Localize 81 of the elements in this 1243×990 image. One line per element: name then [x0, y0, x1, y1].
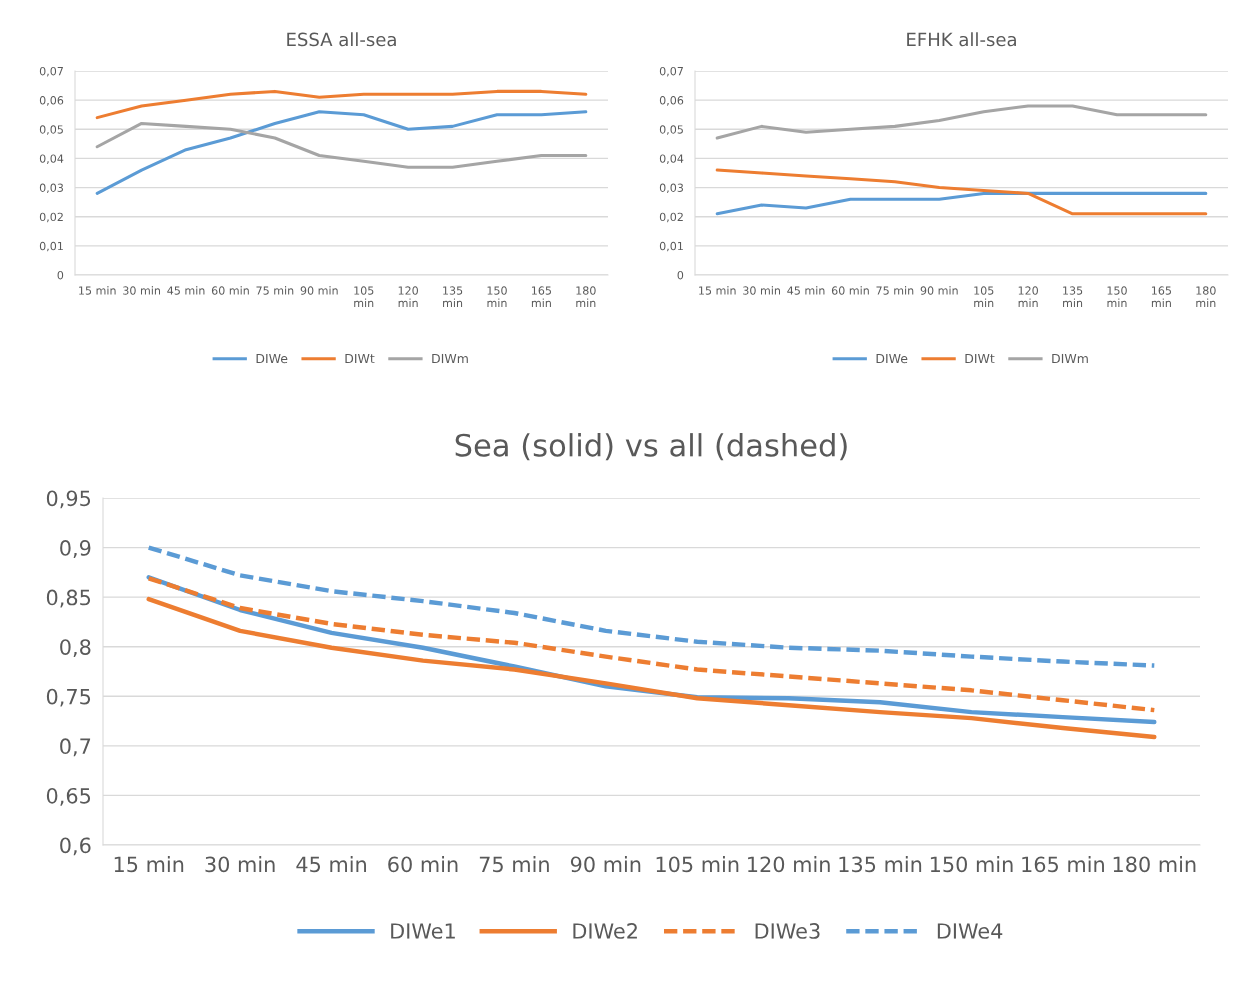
- legend-label: DIWe1: [391, 923, 455, 939]
- x-tick-label: 105 min: [974, 286, 994, 307]
- x-tick-label: 150 min: [487, 286, 507, 307]
- x-tick-label: 165 min: [531, 286, 552, 307]
- y-tick-label: 0,04: [659, 154, 684, 164]
- legend-label: DIWe3: [755, 923, 820, 939]
- y-tick-label: 0: [677, 270, 684, 280]
- x-tick-label: 90 min: [920, 286, 958, 295]
- y-tick-label: 0,05: [659, 125, 683, 135]
- legend-label: DIWe: [876, 353, 908, 364]
- x-tick-label: 60 min: [831, 286, 869, 295]
- y-tick-label: 0,02: [39, 212, 63, 223]
- x-tick-label: 120 min: [398, 286, 418, 307]
- y-tick-label: 0,7: [60, 738, 91, 757]
- y-tick-label: 0,07: [39, 66, 63, 77]
- x-tick-label: 15 min: [699, 286, 736, 295]
- line-series: [95, 110, 588, 195]
- x-tick-label: 180 min: [1196, 286, 1216, 307]
- y-tick-label: 0,85: [46, 589, 91, 608]
- line-series: [95, 89, 588, 120]
- x-tick-label: 120 min: [1018, 286, 1038, 307]
- line-series: [146, 545, 1157, 668]
- y-tick-label: 0,07: [659, 66, 683, 77]
- line-series: [715, 191, 1208, 216]
- legend-label: DIWm: [432, 353, 468, 364]
- x-tick-label: 120 min: [748, 856, 830, 873]
- y-tick-label: 0,06: [659, 96, 684, 106]
- x-tick-label: 15 min: [79, 286, 116, 295]
- x-tick-label: 30 min: [123, 286, 160, 295]
- x-tick-label: 45 min: [787, 286, 825, 295]
- x-tick-label: 180 min: [576, 286, 596, 307]
- y-tick-label: 0,65: [46, 787, 91, 806]
- y-tick-label: 0,02: [659, 212, 683, 223]
- legend-label: DIWm: [1052, 353, 1088, 364]
- x-tick-label: 30 min: [743, 286, 780, 295]
- line-series: [95, 121, 588, 169]
- x-tick-label: 75 min: [479, 856, 549, 873]
- y-tick-label: 0,04: [39, 154, 64, 164]
- y-tick-label: 0: [57, 270, 64, 280]
- y-tick-label: 0,05: [39, 125, 63, 135]
- x-tick-label: 165 min: [1022, 856, 1104, 873]
- x-tick-label: 105 min: [656, 856, 739, 873]
- legend-label: DIWe4: [937, 923, 1003, 939]
- chart-title: Sea (solid) vs all (dashed): [455, 433, 847, 461]
- line-series: [146, 596, 1157, 740]
- legend-label: DIWe: [256, 353, 288, 364]
- x-tick-label: 105 min: [354, 286, 374, 307]
- x-tick-label: 90 min: [570, 856, 641, 873]
- x-tick-label: 45 min: [167, 286, 205, 295]
- y-tick-label: 0,03: [659, 183, 683, 194]
- chart-title: ESSA all-sea: [287, 32, 396, 47]
- line-series: [715, 104, 1208, 140]
- x-tick-label: 150 min: [1107, 286, 1127, 307]
- y-tick-label: 0,8: [60, 639, 91, 658]
- y-tick-label: 0,01: [659, 241, 683, 252]
- x-tick-label: 135 min: [1063, 286, 1083, 307]
- legend-label: DIWt: [965, 353, 995, 364]
- legend-label: DIWt: [345, 353, 375, 364]
- x-tick-label: 60 min: [211, 286, 249, 295]
- y-tick-label: 0,06: [39, 96, 64, 106]
- x-tick-label: 30 min: [205, 856, 275, 873]
- x-tick-label: 180 min: [1113, 856, 1196, 873]
- x-tick-label: 15 min: [114, 856, 184, 873]
- y-tick-label: 0,95: [46, 490, 91, 509]
- y-tick-label: 0,01: [39, 241, 63, 252]
- x-tick-label: 45 min: [296, 856, 366, 873]
- x-tick-label: 75 min: [876, 286, 914, 295]
- y-tick-label: 0,75: [46, 688, 91, 707]
- legend-label: DIWe2: [573, 923, 637, 939]
- y-tick-label: 0,03: [39, 183, 63, 194]
- x-tick-label: 75 min: [256, 286, 294, 295]
- x-tick-label: 135 min: [443, 286, 463, 307]
- x-tick-label: 90 min: [300, 286, 338, 295]
- x-tick-label: 135 min: [839, 856, 922, 873]
- y-tick-label: 0,6: [60, 837, 91, 856]
- y-tick-label: 0,9: [60, 540, 91, 558]
- chart-title: EFHK all-sea: [907, 32, 1016, 47]
- x-tick-label: 60 min: [388, 856, 458, 873]
- line-series: [715, 168, 1208, 216]
- x-tick-label: 165 min: [1151, 286, 1172, 307]
- x-tick-label: 150 min: [930, 856, 1013, 873]
